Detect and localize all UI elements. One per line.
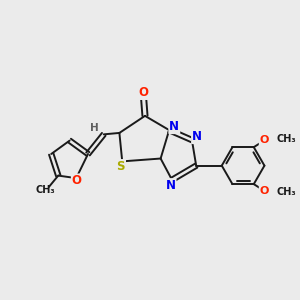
Text: N: N	[169, 120, 179, 133]
Text: CH₃: CH₃	[276, 187, 296, 197]
Text: O: O	[139, 86, 148, 99]
Text: S: S	[117, 160, 125, 173]
Text: O: O	[72, 175, 82, 188]
Text: CH₃: CH₃	[36, 185, 55, 195]
Text: CH₃: CH₃	[276, 134, 296, 144]
Text: N: N	[192, 130, 202, 143]
Text: H: H	[90, 123, 99, 133]
Text: O: O	[260, 136, 269, 146]
Text: O: O	[260, 186, 269, 196]
Text: N: N	[166, 179, 176, 192]
